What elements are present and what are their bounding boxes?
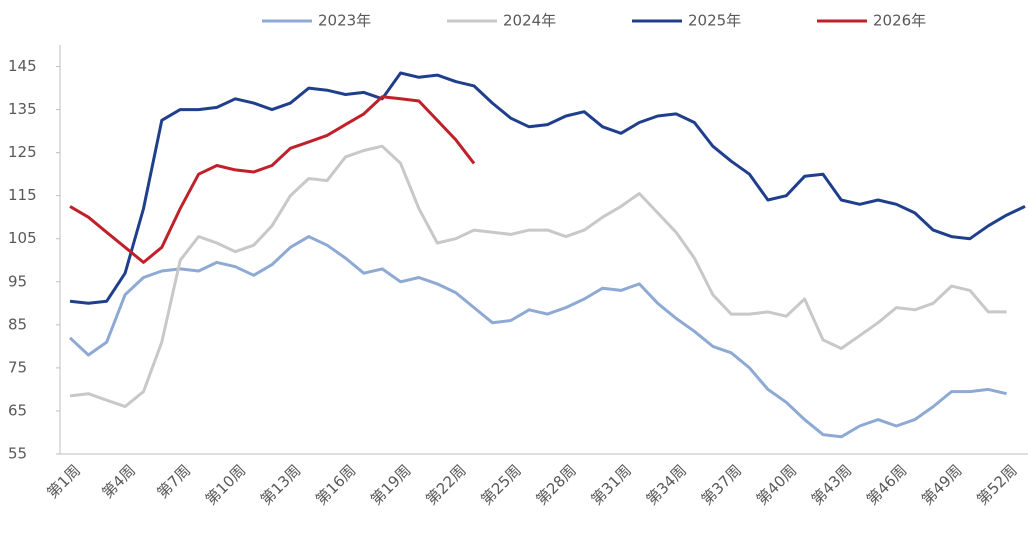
- x-tick-label: 第43周: [808, 461, 855, 508]
- y-tick-label: 85: [8, 315, 27, 333]
- legend-label: 2023年: [318, 12, 371, 30]
- legend-label: 2025年: [688, 12, 741, 30]
- y-tick-label: 115: [8, 186, 37, 204]
- y-tick-label: 105: [8, 229, 37, 247]
- series-line: [69, 95, 476, 264]
- legend-label: 2026年: [873, 12, 926, 30]
- series-line: [69, 71, 1026, 305]
- x-tick-label: 第19周: [367, 461, 414, 508]
- x-tick-label: 第7周: [154, 461, 195, 502]
- y-tick-label: 75: [8, 358, 27, 376]
- series-line: [68, 235, 1007, 439]
- x-tick-label: 第37周: [698, 461, 745, 508]
- y-tick-label: 145: [8, 57, 37, 75]
- x-tick-label: 第52周: [973, 461, 1020, 508]
- series-line: [69, 144, 1007, 409]
- x-tick-label: 第4周: [98, 461, 139, 502]
- y-tick-label: 95: [8, 272, 27, 290]
- x-tick-label: 第16周: [312, 461, 359, 508]
- y-tick-label: 135: [8, 100, 37, 118]
- x-tick-label: 第49周: [918, 461, 965, 508]
- x-tick-label: 第1周: [43, 461, 84, 502]
- x-tick-label: 第25周: [477, 461, 524, 508]
- x-tick-label: 第28周: [532, 461, 579, 508]
- x-tick-label: 第22周: [422, 461, 469, 508]
- x-tick-label: 第13周: [257, 461, 304, 508]
- x-tick-label: 第10周: [202, 461, 249, 508]
- y-tick-label: 65: [8, 401, 27, 419]
- x-tick-label: 第46周: [863, 461, 910, 508]
- y-tick-label: 55: [8, 445, 27, 463]
- y-tick-label: 125: [8, 143, 37, 161]
- legend-label: 2024年: [503, 12, 556, 30]
- x-tick-label: 第31周: [588, 461, 635, 508]
- x-tick-label: 第34周: [643, 461, 690, 508]
- x-tick-label: 第40周: [753, 461, 800, 508]
